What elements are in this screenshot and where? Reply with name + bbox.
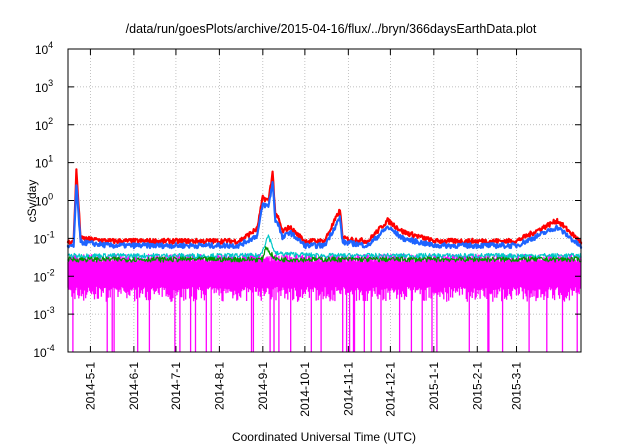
data-area bbox=[66, 168, 583, 352]
series-line bbox=[66, 168, 583, 246]
grid bbox=[68, 48, 581, 353]
plot-frame bbox=[67, 48, 582, 353]
y-tick-label: 101 bbox=[35, 154, 53, 171]
y-tick-label: 10-3 bbox=[33, 305, 54, 322]
axes: 10-4 10-3 10-2 10-1 100 101 102 103 104 2014-5-1 2… bbox=[33, 40, 581, 417]
y-tick-label: 103 bbox=[35, 78, 53, 95]
series-line bbox=[67, 246, 582, 263]
y-tick-label: 104 bbox=[35, 40, 53, 57]
x-axis-label: Coordinated Universal Time (UTC) bbox=[232, 430, 416, 444]
series-line bbox=[66, 181, 583, 250]
series-line bbox=[67, 234, 582, 259]
y-tick-label: 102 bbox=[35, 116, 53, 133]
x-tick-label: 2014-12-1 bbox=[383, 362, 397, 417]
x-tick-label: 2014-9-1 bbox=[256, 362, 270, 410]
x-tick-label: 2014-11-1 bbox=[341, 362, 355, 416]
x-tick-label: 2014-5-1 bbox=[83, 362, 97, 410]
chart-title: /data/run/goesPlots/archive/2015-04-16/f… bbox=[126, 22, 537, 36]
y-tick-label: 10-2 bbox=[33, 267, 54, 284]
x-tick-label: 2015-2-1 bbox=[470, 362, 484, 410]
x-tick-label: 2015-3-1 bbox=[510, 362, 524, 410]
x-tick-label: 2015-1-1 bbox=[427, 362, 441, 410]
y-tick-label: 10-4 bbox=[33, 343, 54, 360]
y-tick-label: 10-1 bbox=[33, 229, 54, 246]
y-axis-label: cSv/day bbox=[25, 180, 39, 223]
y-tick-label: 100 bbox=[35, 192, 53, 209]
x-tick-label: 2014-7-1 bbox=[169, 362, 183, 410]
x-tick-label: 2014-8-1 bbox=[212, 362, 226, 410]
series-band bbox=[67, 253, 581, 352]
x-tick-label: 2014-6-1 bbox=[127, 362, 141, 410]
x-tick-label: 2014-10-1 bbox=[298, 362, 312, 417]
